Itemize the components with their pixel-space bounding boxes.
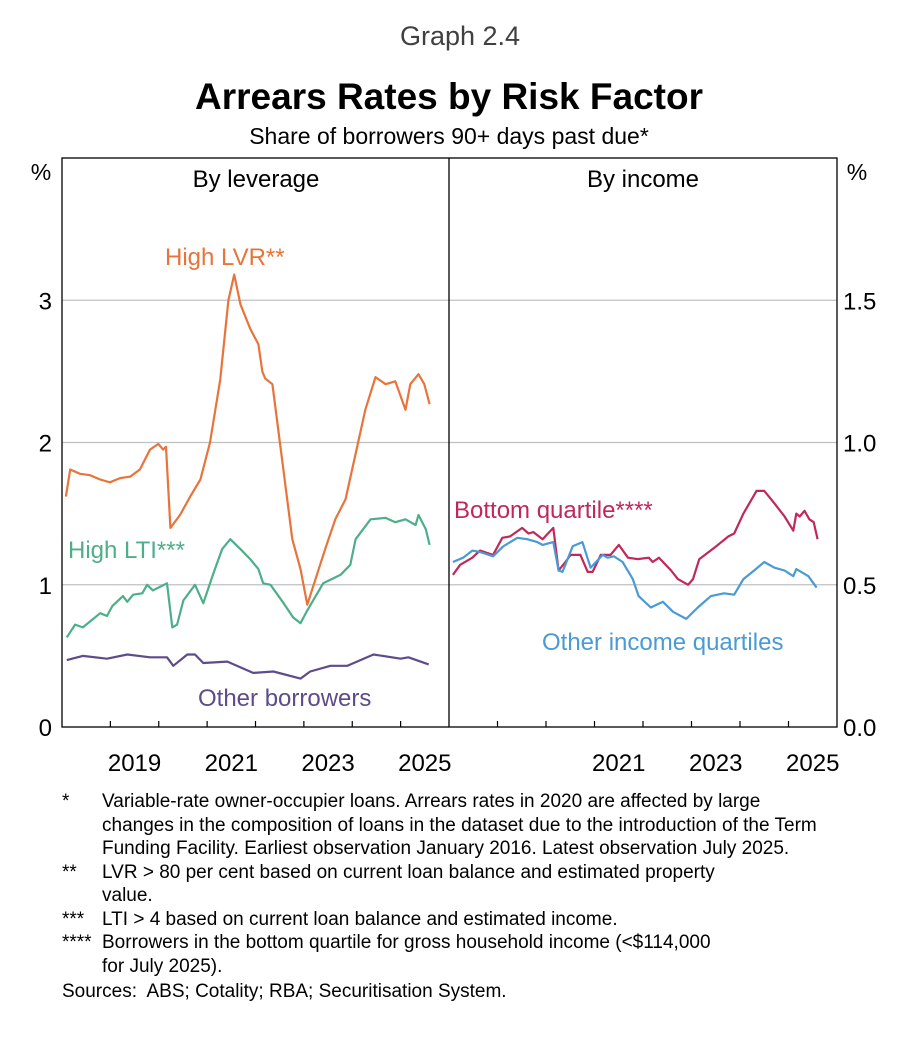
x-tick-label: 2019	[108, 750, 161, 777]
label-high-lvr: High LVR**	[165, 244, 285, 271]
series-line-other-borrowers	[66, 653, 430, 680]
series-line-bottom-quartile	[452, 489, 819, 586]
x-tick-label: 2023	[689, 750, 742, 777]
x-tick-label: 2025	[398, 750, 451, 777]
panel-title-income: By income	[587, 166, 699, 193]
y-tick-label: 0.0	[843, 715, 876, 742]
chart-subtitle: Share of borrowers 90+ days past due*	[249, 123, 649, 149]
footnote-text: LVR > 80 per cent based on current loan …	[102, 861, 715, 907]
chart-title: Arrears Rates by Risk Factor	[195, 76, 703, 117]
footnote-text: LTI > 4 based on current loan balance an…	[102, 908, 618, 930]
x-tick-label: 2023	[301, 750, 354, 777]
sources-text: ABS; Cotality; RBA; Securitisation Syste…	[146, 981, 507, 1002]
footnote-text: Borrowers in the bottom quartile for gro…	[102, 932, 711, 977]
sources-label: Sources:	[62, 981, 137, 1002]
label-other-borrowers: Other borrowers	[198, 685, 371, 712]
footnote-mark: ***	[62, 908, 85, 930]
x-tick-label: 2021	[592, 750, 645, 777]
right-y-unit: %	[847, 159, 867, 185]
chart: Graph 2.4 Arrears Rates by Risk Factor S…	[31, 21, 877, 777]
x-tick-label: 2025	[786, 750, 839, 777]
left-y-unit: %	[31, 159, 51, 185]
footnote-text: Variable-rate owner-occupier loans. Arre…	[102, 791, 817, 859]
label-high-lti: High LTI***	[68, 537, 185, 564]
series-line-high-lvr	[64, 273, 431, 606]
footnote-mark: **	[62, 861, 77, 883]
footnote: * Variable-rate owner-occupier loans. Arr…	[62, 790, 862, 861]
label-other-income-quartiles: Other income quartiles	[542, 629, 783, 656]
footnote-mark: *	[62, 791, 70, 812]
footnote: ** LVR > 80 per cent based on current loa…	[62, 861, 862, 908]
footnote: **** Borrowers in the bottom quartile for…	[62, 931, 862, 978]
footnotes: * Variable-rate owner-occupier loans. Arr…	[62, 790, 862, 1004]
sources: Sources: ABS; Cotality; RBA; Securitisat…	[62, 980, 862, 1004]
y-tick-label: 0.5	[843, 573, 876, 600]
panel-title-leverage: By leverage	[193, 166, 320, 193]
x-tick-label: 2021	[205, 750, 258, 777]
y-tick-label: 3	[39, 288, 52, 315]
footnote-mark: ****	[62, 932, 92, 953]
series-line-high-lti	[65, 513, 431, 638]
graph-number: Graph 2.4	[400, 21, 520, 51]
series-line-other-income-quartiles	[452, 536, 818, 620]
y-tick-label: 1	[39, 573, 52, 600]
y-tick-label: 2	[39, 431, 52, 458]
y-tick-label: 1.0	[843, 431, 876, 458]
footnote: *** LTI > 4 based on current loan balance…	[62, 908, 862, 932]
y-tick-label: 0	[39, 715, 52, 742]
y-tick-label: 1.5	[843, 288, 876, 315]
label-bottom-quartile: Bottom quartile****	[454, 497, 653, 524]
